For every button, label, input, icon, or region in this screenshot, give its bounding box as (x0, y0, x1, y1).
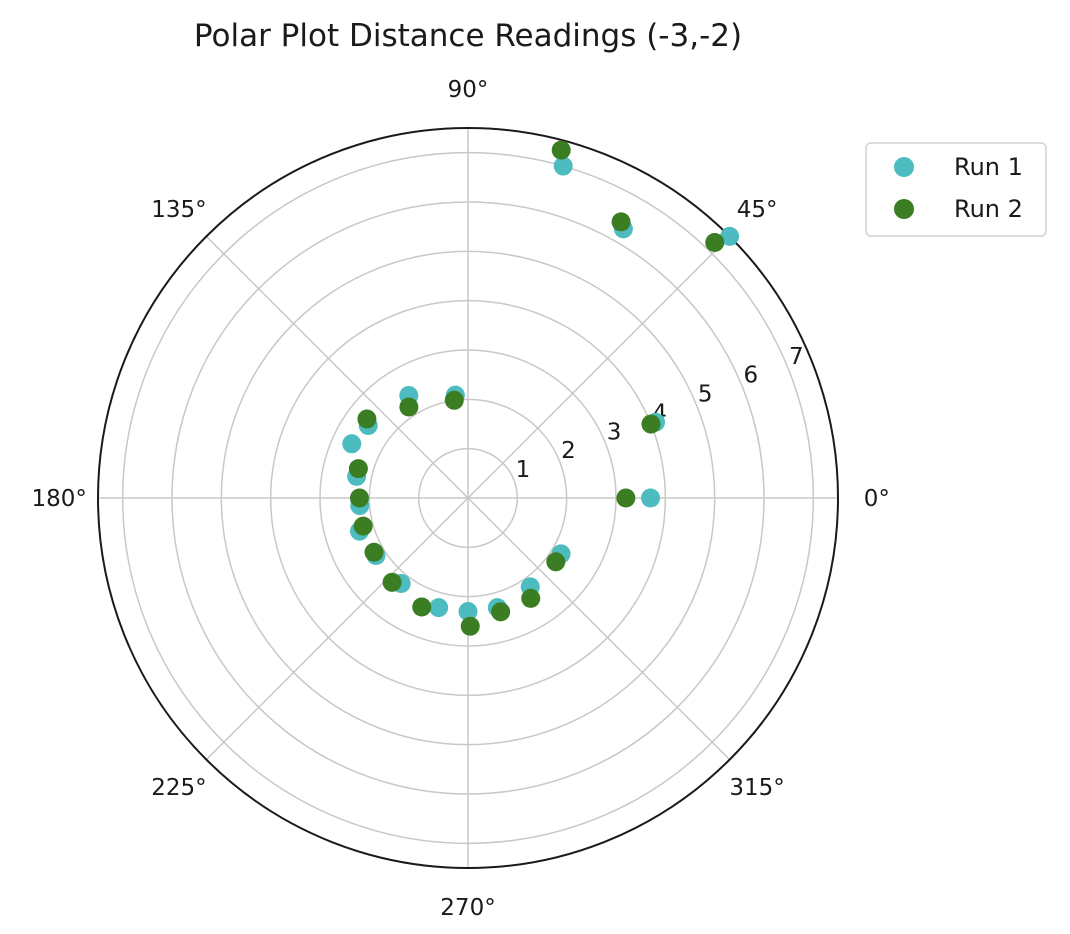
data-point (641, 488, 661, 508)
data-point (342, 434, 362, 454)
data-point (399, 397, 419, 417)
theta-tick-label: 90° (448, 77, 489, 103)
r-tick-label: 1 (516, 457, 531, 483)
r-tick-label: 5 (698, 382, 713, 408)
r-tick-label: 2 (561, 438, 576, 464)
theta-tick-label: 270° (440, 895, 495, 921)
theta-tick-label: 45° (737, 197, 778, 223)
data-point (348, 459, 368, 479)
data-point (357, 409, 377, 429)
radial-gridline (319, 349, 617, 647)
legend-marker (894, 199, 914, 219)
data-point (429, 598, 449, 618)
angular-gridline (467, 497, 731, 761)
series-1 (342, 156, 740, 621)
data-point (412, 597, 432, 617)
radial-gridline (171, 201, 765, 795)
theta-tick-label: 180° (31, 486, 86, 512)
data-point (705, 232, 725, 252)
radial-gridline (220, 250, 716, 746)
r-tick-label: 7 (789, 344, 804, 370)
data-point (353, 516, 373, 536)
data-point (551, 140, 571, 160)
radial-gridline (121, 151, 815, 845)
data-point (364, 542, 384, 562)
radial-gridline (269, 299, 667, 697)
legend: Run 1 Run 2 (865, 142, 1047, 237)
data-point (349, 488, 369, 508)
data-point (616, 488, 636, 508)
angular-gridline (467, 235, 731, 499)
legend-label: Run 1 (954, 153, 1023, 181)
legend-marker (894, 157, 914, 177)
theta-tick-label: 135° (151, 197, 206, 223)
r-tick-label: 6 (743, 363, 758, 389)
theta-tick-label: 225° (151, 775, 206, 801)
data-point (460, 616, 480, 636)
series-2 (348, 140, 725, 636)
data-point (611, 212, 631, 232)
polar-grid (97, 127, 839, 869)
data-point (720, 226, 740, 246)
chart-title: Polar Plot Distance Readings (-3,-2) (194, 18, 742, 54)
angular-gridline (205, 497, 469, 761)
data-point (521, 588, 541, 608)
data-points (342, 140, 740, 636)
r-tick-label: 3 (607, 419, 622, 445)
data-point (382, 572, 402, 592)
data-point (491, 602, 511, 622)
data-point (553, 156, 573, 176)
data-point (546, 552, 566, 572)
radial-gridline (368, 398, 568, 598)
legend-label: Run 2 (954, 195, 1023, 223)
theta-tick-label: 315° (729, 775, 784, 801)
data-point (641, 414, 661, 434)
theta-tick-label: 0° (864, 486, 890, 512)
angular-gridline (205, 235, 469, 499)
radial-gridline (417, 447, 519, 549)
data-point (458, 601, 478, 621)
data-point (444, 390, 464, 410)
polar-frame (97, 127, 839, 869)
